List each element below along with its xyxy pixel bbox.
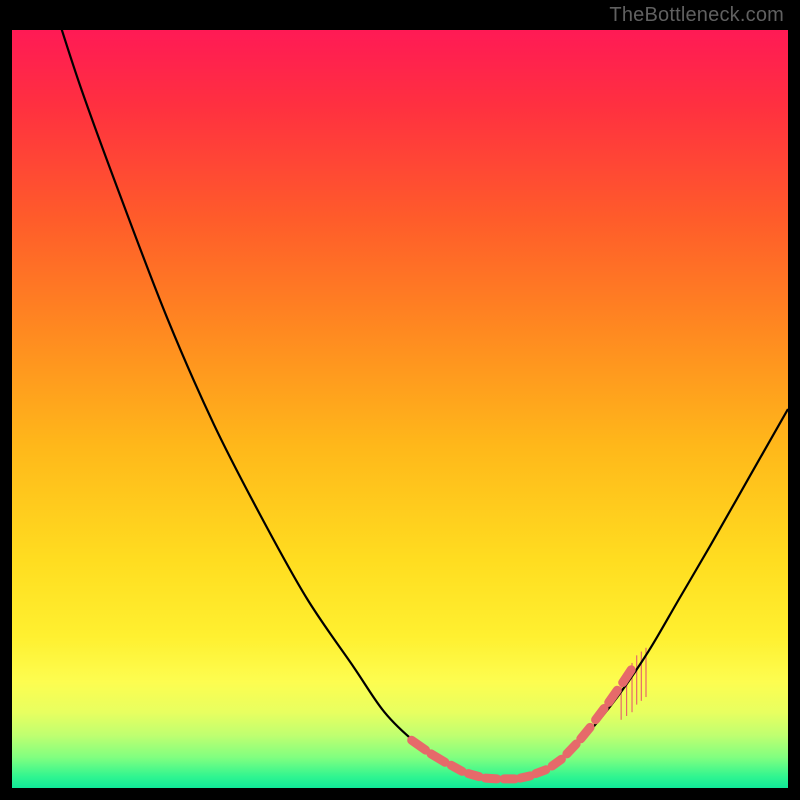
- watermark-text: TheBottleneck.com: [609, 4, 784, 27]
- chart-svg: [12, 30, 788, 788]
- chart-background: [12, 30, 788, 788]
- bottleneck-chart: [12, 30, 788, 788]
